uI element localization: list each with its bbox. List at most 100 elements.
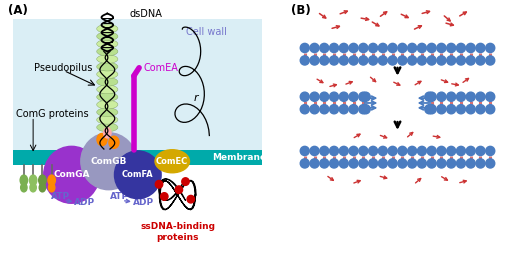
Circle shape	[485, 105, 495, 114]
Circle shape	[456, 105, 465, 114]
Circle shape	[300, 92, 310, 101]
Circle shape	[81, 133, 137, 190]
Text: ComG proteins: ComG proteins	[16, 109, 89, 119]
Circle shape	[161, 193, 168, 200]
Circle shape	[485, 43, 495, 53]
Ellipse shape	[39, 183, 46, 192]
Circle shape	[427, 105, 436, 114]
Circle shape	[349, 92, 358, 101]
Circle shape	[476, 56, 485, 65]
Text: ADP: ADP	[132, 198, 154, 207]
Circle shape	[155, 180, 163, 188]
Circle shape	[330, 159, 339, 168]
Circle shape	[388, 146, 397, 156]
Ellipse shape	[96, 40, 118, 48]
Circle shape	[349, 105, 358, 114]
Circle shape	[485, 159, 495, 168]
Circle shape	[43, 146, 100, 203]
Ellipse shape	[96, 24, 118, 33]
Circle shape	[466, 105, 475, 114]
Circle shape	[330, 146, 339, 156]
Ellipse shape	[96, 123, 118, 132]
Circle shape	[466, 159, 475, 168]
Circle shape	[330, 56, 339, 65]
Circle shape	[447, 43, 456, 53]
Ellipse shape	[96, 78, 118, 86]
Circle shape	[359, 105, 368, 114]
Text: (B): (B)	[292, 4, 311, 17]
Circle shape	[456, 146, 465, 156]
Text: ComGB: ComGB	[91, 157, 127, 166]
Circle shape	[378, 56, 387, 65]
Circle shape	[388, 56, 397, 65]
Circle shape	[349, 43, 358, 53]
Circle shape	[437, 56, 446, 65]
Circle shape	[339, 43, 348, 53]
Ellipse shape	[96, 55, 118, 63]
Text: ComEC: ComEC	[156, 157, 188, 166]
Circle shape	[398, 146, 407, 156]
Text: ssDNA-binding: ssDNA-binding	[140, 222, 215, 231]
Circle shape	[447, 92, 456, 101]
Circle shape	[310, 56, 319, 65]
Circle shape	[398, 43, 407, 53]
Circle shape	[349, 159, 358, 168]
Circle shape	[339, 92, 348, 101]
Ellipse shape	[155, 150, 190, 173]
Text: ATP: ATP	[110, 192, 129, 201]
Ellipse shape	[49, 183, 55, 192]
Circle shape	[447, 146, 456, 156]
Circle shape	[437, 92, 446, 101]
Circle shape	[388, 159, 397, 168]
Circle shape	[427, 92, 436, 101]
Circle shape	[359, 92, 368, 101]
Circle shape	[310, 159, 319, 168]
Circle shape	[359, 43, 368, 53]
Text: dsDNA: dsDNA	[130, 9, 163, 20]
Circle shape	[437, 159, 446, 168]
Circle shape	[425, 92, 434, 101]
Circle shape	[427, 159, 436, 168]
Ellipse shape	[20, 175, 28, 185]
Text: Membrane: Membrane	[212, 153, 266, 163]
Circle shape	[398, 159, 407, 168]
Circle shape	[339, 56, 348, 65]
Ellipse shape	[21, 183, 27, 192]
Circle shape	[456, 43, 465, 53]
Text: Pseudopilus: Pseudopilus	[34, 63, 93, 73]
Text: ATP: ATP	[51, 192, 70, 201]
Circle shape	[310, 92, 319, 101]
Circle shape	[476, 105, 485, 114]
Circle shape	[388, 43, 397, 53]
Circle shape	[447, 105, 456, 114]
Circle shape	[320, 43, 329, 53]
Circle shape	[476, 43, 485, 53]
Ellipse shape	[96, 85, 118, 94]
Text: ADP: ADP	[74, 198, 95, 207]
Circle shape	[398, 56, 407, 65]
Circle shape	[408, 159, 417, 168]
Circle shape	[427, 146, 436, 156]
Ellipse shape	[48, 175, 55, 185]
Circle shape	[418, 146, 427, 156]
Circle shape	[339, 146, 348, 156]
Ellipse shape	[96, 47, 118, 56]
Circle shape	[425, 105, 434, 114]
Circle shape	[456, 92, 465, 101]
Circle shape	[485, 92, 495, 101]
Ellipse shape	[96, 62, 118, 71]
Circle shape	[320, 105, 329, 114]
Circle shape	[187, 195, 195, 203]
Circle shape	[408, 146, 417, 156]
Circle shape	[456, 56, 465, 65]
Circle shape	[310, 105, 319, 114]
Ellipse shape	[96, 93, 118, 101]
Ellipse shape	[96, 32, 118, 41]
Circle shape	[349, 56, 358, 65]
FancyBboxPatch shape	[13, 150, 262, 165]
Circle shape	[447, 159, 456, 168]
Circle shape	[300, 43, 310, 53]
Circle shape	[418, 159, 427, 168]
FancyBboxPatch shape	[13, 19, 262, 165]
Ellipse shape	[96, 108, 118, 117]
